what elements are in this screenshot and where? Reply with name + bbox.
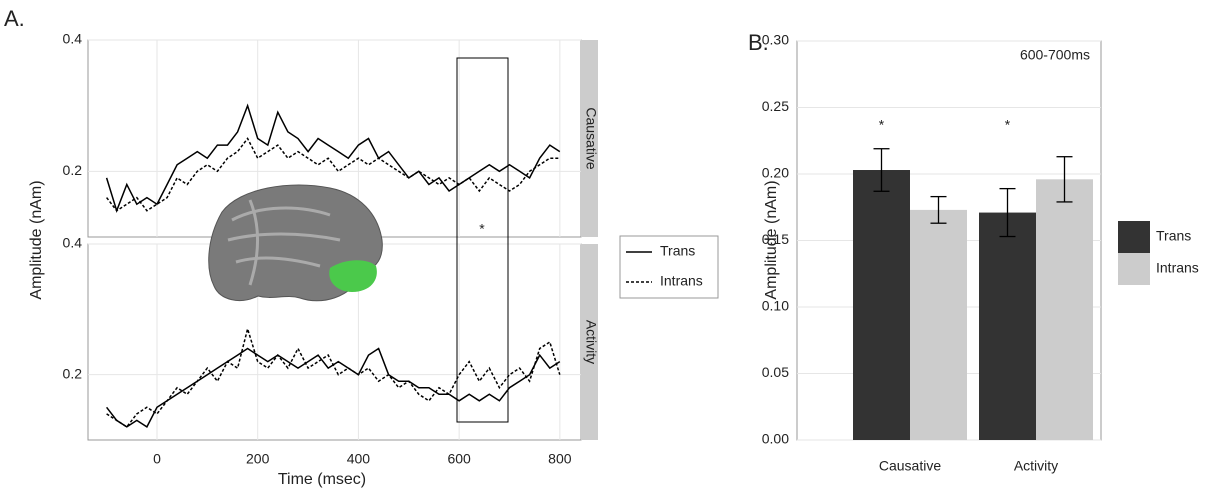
y-tick-label: 0.2 (63, 365, 83, 381)
legend-label: Intrans (1156, 260, 1199, 276)
y-tick-label: 0.00 (762, 431, 789, 447)
error-bar (1056, 156, 1073, 203)
legend-box (619, 235, 719, 299)
annotation: 600-700ms (1020, 47, 1090, 63)
y-axis-title: Amplitude (nAm) (763, 180, 780, 299)
y-tick-label: 0.20 (762, 165, 789, 181)
y-tick-label: 0.10 (762, 298, 789, 314)
legend-swatch (1118, 221, 1150, 253)
significance-marker: * (879, 117, 885, 133)
facet-label: Activity (583, 320, 599, 364)
series-line (105, 103, 561, 213)
bar (1036, 179, 1093, 440)
series-line (106, 326, 561, 428)
error-bar (999, 187, 1016, 238)
y-tick-label: 0.2 (63, 162, 83, 178)
brain-folds (227, 199, 341, 286)
y-tick-label: 0.25 (762, 98, 789, 114)
panel-label: B. (748, 30, 769, 55)
x-tick-label: 200 (246, 451, 270, 467)
x-axis-title: Time (msec) (278, 471, 366, 488)
error-bar (930, 195, 947, 224)
y-tick-label: 0.4 (63, 31, 83, 47)
y-tick-label: 0.15 (762, 231, 789, 247)
significance-marker: * (1005, 117, 1011, 133)
bar (853, 170, 910, 440)
series-line (106, 137, 560, 212)
legend-label: Trans (1156, 228, 1191, 244)
error-bar (873, 148, 890, 192)
y-axis-title: Amplitude (nAm) (28, 180, 45, 299)
facet-strip (581, 244, 598, 440)
significance-marker: * (479, 221, 485, 237)
brain-image (208, 184, 383, 302)
legend-swatch (1118, 253, 1150, 285)
facet-label: Causative (583, 107, 599, 169)
facet-strip (581, 40, 598, 237)
x-tick-label: Causative (879, 458, 941, 474)
x-tick-label: 600 (447, 451, 471, 467)
bar (979, 212, 1036, 440)
x-tick-label: 400 (347, 451, 371, 467)
x-tick-label: 800 (548, 451, 572, 467)
brain-region (329, 260, 377, 292)
y-tick-label: 0.4 (63, 235, 83, 251)
legend-label: Intrans (660, 273, 703, 289)
time-window (456, 57, 509, 423)
y-tick-label: 0.05 (762, 364, 789, 380)
legend-label: Trans (660, 243, 695, 259)
bar (910, 209, 967, 440)
panel-label: A. (4, 6, 25, 31)
y-tick-label: 0.30 (762, 32, 789, 48)
x-tick-label: 0 (153, 451, 161, 467)
x-tick-label: Activity (1014, 458, 1058, 474)
